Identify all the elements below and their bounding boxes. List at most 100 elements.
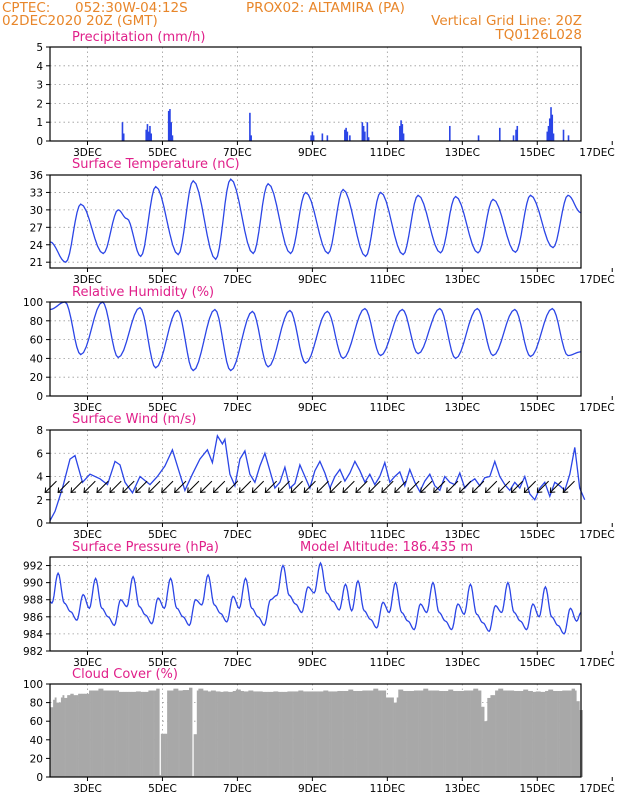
cloud-bar bbox=[132, 691, 135, 777]
cloud-bar bbox=[71, 693, 74, 777]
cloud-bar bbox=[473, 688, 476, 777]
cloud-bar bbox=[76, 695, 79, 777]
wind-arrow bbox=[394, 480, 407, 493]
cloud-bar bbox=[210, 690, 213, 777]
cloud-bar bbox=[516, 690, 519, 777]
precip-bar bbox=[169, 109, 171, 141]
temperature-xtick-label: 11DEC bbox=[370, 274, 405, 286]
cloud-bar bbox=[110, 690, 113, 777]
cloud-bar bbox=[251, 690, 254, 777]
humidity-ytick-label: 40 bbox=[30, 353, 43, 365]
wind-xtick-label: 3DEC bbox=[73, 529, 102, 541]
cloud-bar bbox=[59, 702, 62, 777]
wind-frame bbox=[49, 429, 582, 524]
cloud-bar bbox=[274, 691, 277, 777]
cloud-bar bbox=[234, 690, 237, 777]
cloud-bar bbox=[129, 691, 132, 777]
cloud-bar bbox=[435, 690, 438, 777]
cloud-xtick-label: 17DEC bbox=[579, 783, 614, 795]
cloud-bar bbox=[70, 693, 73, 777]
cloud-bar bbox=[185, 690, 188, 777]
cloud-bar bbox=[382, 690, 385, 777]
cloud-bar bbox=[149, 690, 152, 777]
cloud-bar bbox=[477, 690, 480, 777]
cloud-bar bbox=[243, 691, 246, 777]
wind-arrow-head bbox=[420, 487, 426, 494]
cloud-bar bbox=[345, 690, 348, 777]
cloud-bar bbox=[246, 691, 249, 777]
wind-arrow bbox=[252, 480, 265, 493]
cloud-bar bbox=[440, 690, 443, 777]
precip-bar bbox=[512, 135, 515, 141]
pressure-title: Surface Pressure (hPa) bbox=[72, 540, 219, 555]
cloud-bar bbox=[126, 691, 129, 777]
wind-arrow bbox=[83, 480, 96, 493]
precip-bar bbox=[546, 131, 549, 141]
cloud-bar bbox=[67, 695, 70, 777]
humidity-title: Relative Humidity (%) bbox=[72, 285, 214, 300]
temperature-ytick-label: 36 bbox=[30, 170, 44, 182]
cloud-bar bbox=[560, 690, 563, 777]
wind-arrow-head bbox=[44, 487, 51, 494]
cloud-bar bbox=[474, 688, 477, 777]
temperature-xtick-label: 7DEC bbox=[223, 274, 252, 286]
cloud-bar bbox=[484, 721, 487, 777]
cloud-bar bbox=[249, 690, 252, 777]
precip-bar bbox=[121, 122, 124, 141]
cloud-bar bbox=[557, 690, 560, 777]
cloud-bar bbox=[223, 691, 226, 777]
cloud-bar bbox=[187, 690, 190, 777]
wind-arrow-head bbox=[251, 487, 258, 494]
precip-bar bbox=[366, 122, 369, 141]
wind-arrow-head bbox=[355, 487, 362, 494]
precip-bar bbox=[400, 120, 402, 141]
cloud-bar bbox=[128, 691, 130, 777]
cloud-bar bbox=[495, 690, 497, 777]
cloud-bar bbox=[135, 691, 138, 777]
wind-arrow bbox=[239, 480, 252, 493]
cloud-bar bbox=[296, 691, 299, 777]
cloud-bar bbox=[248, 690, 251, 777]
cloud-ytick-label: 60 bbox=[30, 716, 43, 728]
cloud-bar bbox=[580, 710, 583, 777]
cloud-bar bbox=[115, 690, 118, 777]
precip-bar bbox=[321, 133, 324, 141]
humidity-xtick-label: 9DEC bbox=[298, 402, 327, 414]
cloud-bar bbox=[123, 691, 126, 777]
cloud-bar bbox=[195, 734, 198, 777]
precip-bar bbox=[345, 127, 347, 141]
cloud-bar bbox=[574, 690, 577, 777]
cloud-bar bbox=[412, 690, 415, 777]
cloud-bar bbox=[463, 690, 466, 777]
cloud-title: Cloud Cover (%) bbox=[72, 667, 178, 682]
cloud-bar bbox=[182, 690, 185, 777]
cloud-bar bbox=[520, 690, 522, 777]
humidity-line bbox=[49, 301, 582, 372]
precip-bar bbox=[449, 125, 451, 141]
cloud-bar bbox=[496, 690, 499, 777]
pressure-xtick-label: 13DEC bbox=[445, 657, 480, 669]
pressure-panel: Surface Pressure (hPa) Model Altitude: 18… bbox=[23, 540, 615, 669]
cloud-bar bbox=[460, 690, 463, 777]
cloud-bar bbox=[568, 690, 571, 777]
precip-ytick-label: 3 bbox=[36, 80, 43, 92]
cloud-bar bbox=[559, 690, 561, 777]
cloud-bar bbox=[368, 690, 371, 777]
cloud-bar bbox=[424, 688, 427, 777]
cloud-bar bbox=[449, 689, 452, 777]
precip-bar bbox=[311, 131, 314, 141]
cloud-bar bbox=[540, 691, 543, 777]
cloud-bar bbox=[487, 697, 490, 777]
cloud-bar bbox=[318, 691, 321, 777]
cloud-bar bbox=[242, 690, 244, 777]
wind-arrow bbox=[420, 480, 433, 493]
cloud-bar bbox=[506, 690, 508, 777]
cloud-bar bbox=[470, 690, 472, 777]
precip-bar bbox=[567, 135, 570, 141]
wind-arrow bbox=[57, 480, 70, 493]
wind-arrow bbox=[316, 480, 329, 493]
cloud-bar bbox=[288, 691, 291, 777]
wind-arrow-head bbox=[562, 487, 569, 494]
cloud-bar bbox=[576, 701, 579, 777]
cloud-bar bbox=[546, 690, 549, 777]
